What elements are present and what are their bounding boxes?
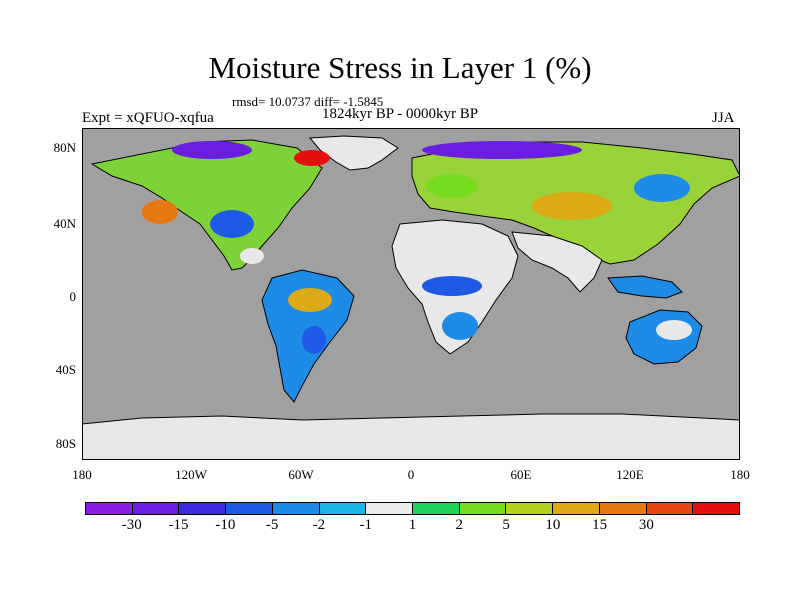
colorbar-swatch <box>693 503 740 514</box>
lon-tick-label: 120W <box>175 467 207 482</box>
lat-tick-label: 80N <box>53 140 76 155</box>
patch-siberia <box>422 141 582 159</box>
patch-central-na <box>210 210 254 238</box>
patch-amazon <box>288 288 332 312</box>
patch-west-na <box>142 200 178 224</box>
season-label: JJA <box>712 110 735 126</box>
colorbar-label: 1 <box>408 517 417 533</box>
colorbar-swatch <box>179 503 227 514</box>
patch-east-asia <box>634 174 690 202</box>
colorbar-swatch <box>226 503 273 514</box>
patch-europe <box>426 174 478 198</box>
colorbar-swatch <box>599 503 647 514</box>
colorbar-swatch <box>413 503 460 514</box>
experiment-label: Expt = xQFUO-xqfua <box>82 110 214 126</box>
world-map <box>82 128 740 460</box>
colorbar-label: -5 <box>265 517 279 533</box>
patch-central-asia <box>532 192 612 220</box>
colorbar-swatch <box>272 503 320 514</box>
colorbar-swatch <box>459 503 507 514</box>
colorbar <box>85 502 740 515</box>
land-indonesia <box>607 275 683 299</box>
colorbar-label: 5 <box>502 517 510 533</box>
lat-tick-label: 40N <box>53 216 76 231</box>
patch-australia-north <box>656 320 692 340</box>
patch-se-south-america <box>302 326 326 354</box>
lon-tick-label: 120E <box>616 467 644 482</box>
colorbar-swatch <box>319 503 367 514</box>
colorbar-label: -2 <box>312 517 326 533</box>
patch-arctic-canada <box>172 141 252 159</box>
patch-baffin <box>294 150 330 166</box>
lon-tick-label: 60E <box>510 467 532 482</box>
colorbar-label: 30 <box>638 517 654 533</box>
land-antarctica <box>82 413 740 460</box>
patch-mexico <box>240 248 264 264</box>
patch-sahel <box>422 276 482 296</box>
colorbar-label: -10 <box>215 517 236 533</box>
colorbar-swatch <box>553 503 600 514</box>
lon-tick-label: 180 <box>730 467 750 482</box>
land-arabia-india <box>511 231 603 293</box>
patch-southern-africa <box>442 312 478 340</box>
stats-text: rmsd= 10.0737 diff= -1.5845 <box>232 94 384 109</box>
colorbar-label: -30 <box>121 517 142 533</box>
colorbar-label: 10 <box>545 517 561 533</box>
lat-tick-label: 40S <box>55 362 76 377</box>
colorbar-swatch <box>132 503 180 514</box>
colorbar-label: 2 <box>455 517 464 533</box>
chart-title: Moisture Stress in Layer 1 (%) <box>208 50 592 85</box>
colorbar-label: -15 <box>168 517 189 533</box>
colorbar-swatch <box>86 503 133 514</box>
colorbar-swatch <box>646 503 694 514</box>
colorbar-label: 15 <box>592 517 608 533</box>
colorbar-swatch <box>366 503 414 514</box>
lon-tick-label: 180 <box>72 467 92 482</box>
lat-tick-label: 80S <box>55 436 76 451</box>
colorbar-swatch <box>506 503 554 514</box>
lon-tick-label: 60W <box>288 467 314 482</box>
lon-tick-label: 0 <box>407 467 415 482</box>
colorbar-label: -1 <box>359 517 372 533</box>
lat-tick-label: 0 <box>69 289 77 304</box>
map-axes <box>82 128 740 460</box>
period-text: 1824kyr BP - 0000kyr BP <box>322 106 479 122</box>
